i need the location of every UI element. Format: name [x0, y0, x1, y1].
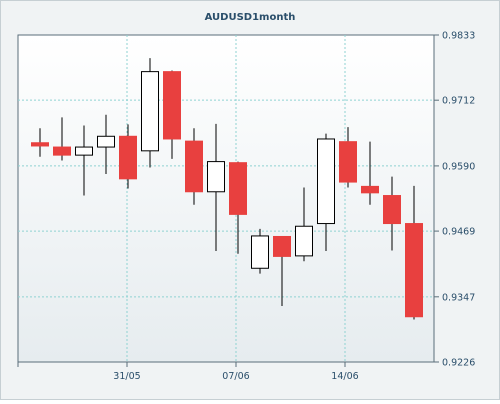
y-tick-label: 0.9833	[442, 31, 475, 42]
candle-body-up	[75, 146, 93, 156]
candle	[317, 133, 335, 252]
candle	[251, 228, 269, 274]
candle-body-up	[141, 71, 159, 152]
y-axis: 0.9833 0.9712 0.9590 0.9469 0.9347 0.9226	[434, 31, 475, 369]
candle	[75, 125, 93, 196]
candle	[141, 58, 159, 168]
candle-body-down	[31, 142, 49, 147]
candle-body-up	[251, 235, 269, 269]
candle-body-down	[163, 71, 181, 140]
candle	[405, 185, 423, 320]
candle	[31, 128, 49, 157]
candle	[207, 123, 225, 252]
y-tick-label: 0.9226	[442, 358, 475, 369]
candle-body-up	[207, 161, 225, 193]
candle	[295, 187, 313, 262]
candle	[273, 235, 291, 306]
x-tick-label: 31/05	[113, 371, 140, 382]
candle-body-down	[119, 135, 137, 180]
candle-body-down	[273, 235, 291, 257]
x-tick-label: 14/06	[331, 371, 358, 382]
x-tick-label: 07/06	[222, 371, 249, 382]
y-tick-label: 0.9347	[442, 292, 475, 303]
plot-area	[17, 34, 435, 363]
candle-body-down	[229, 162, 247, 215]
candle	[119, 124, 137, 189]
candle-body-up	[317, 138, 335, 225]
candle-body-down	[53, 146, 71, 156]
candle	[185, 128, 203, 205]
y-tick-label: 0.9590	[442, 161, 475, 172]
candle-body-down	[383, 195, 401, 225]
candle	[163, 70, 181, 159]
candle-body-down	[185, 140, 203, 193]
candle	[53, 117, 71, 161]
chart-title: AUDUSD1month	[205, 12, 296, 23]
candle	[361, 141, 379, 205]
candle	[97, 114, 115, 174]
candle-body-up	[295, 225, 313, 257]
candle	[229, 161, 247, 254]
y-tick-label: 0.9712	[442, 96, 475, 107]
candle-body-down	[339, 141, 357, 183]
candles	[31, 58, 423, 320]
candle-body-down	[405, 223, 423, 318]
x-axis: 31/05 07/06 14/06	[17, 362, 359, 382]
candle-body-up	[97, 135, 115, 148]
candle	[339, 127, 357, 188]
y-tick-label: 0.9469	[442, 227, 475, 238]
candle-body-down	[361, 185, 379, 194]
grid-lines	[18, 35, 434, 362]
candle	[383, 176, 401, 251]
